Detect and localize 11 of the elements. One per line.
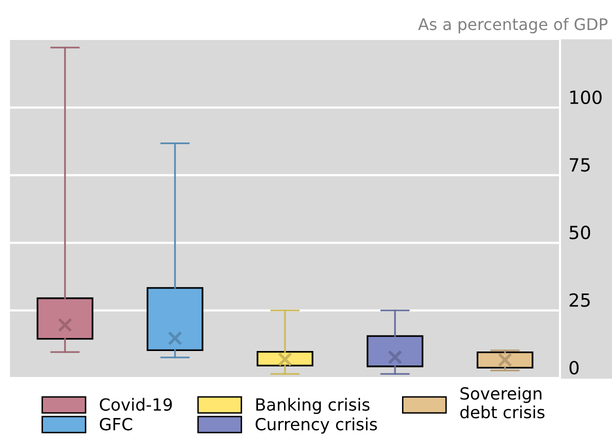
legend-label: Banking crisis xyxy=(256,398,370,414)
y-tick-label: 25 xyxy=(570,293,590,307)
chart-subtitle: As a percentage of GDP xyxy=(418,18,608,34)
legend-label: Sovereign debt crisis xyxy=(460,386,544,418)
legend-label: Currency crisis xyxy=(256,418,377,434)
y-tick-label: 0 xyxy=(570,360,579,374)
y-tick-label: 50 xyxy=(570,226,590,240)
legend-label: Covid-19 xyxy=(100,398,172,411)
y-tick-label: 100 xyxy=(570,90,602,104)
y-tick-label: 75 xyxy=(570,158,590,172)
legend-label: GFC xyxy=(100,418,132,430)
